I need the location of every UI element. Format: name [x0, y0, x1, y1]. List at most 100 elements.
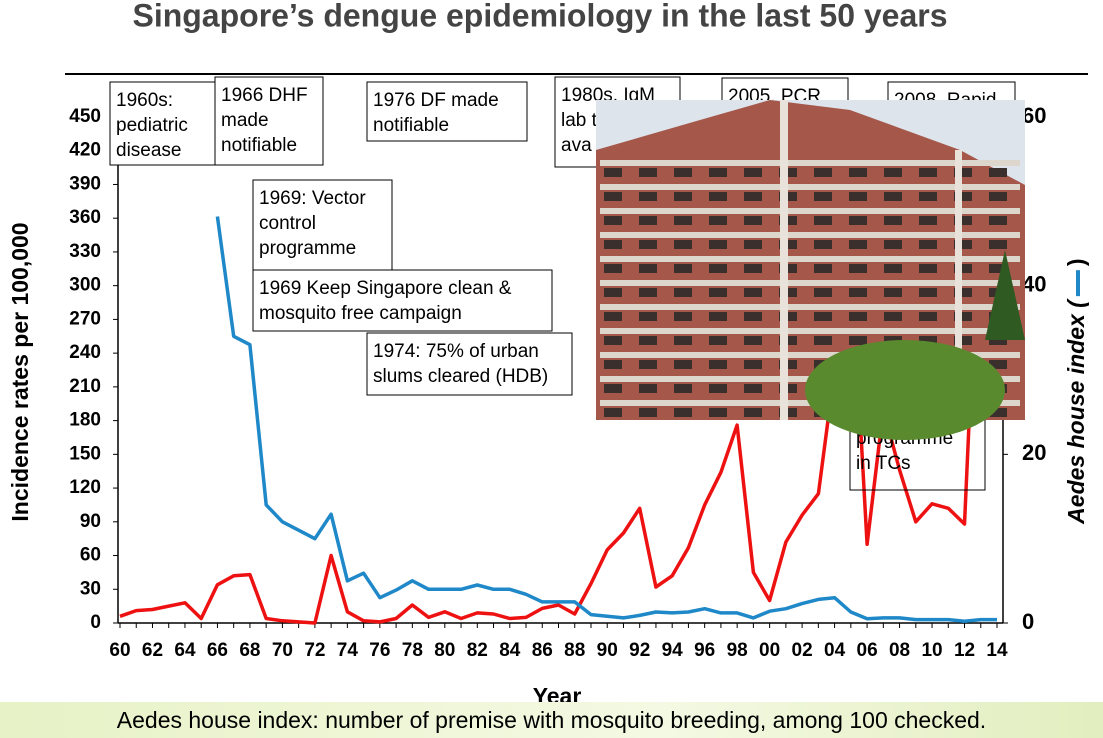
y2-tick-label: 40 [1022, 271, 1046, 296]
x-tick-label: 98 [727, 640, 748, 661]
photo-window [674, 408, 692, 417]
photo-window-row [600, 352, 1020, 358]
slide-title: Singapore’s dengue epidemiology in the l… [132, 0, 947, 33]
photo-window [639, 264, 657, 273]
photo-window [989, 216, 1007, 225]
photo-window [639, 312, 657, 321]
annotation-text: mosquito free campaign [259, 303, 462, 324]
footnote-bar: Aedes house index: number of premise wit… [0, 702, 1103, 738]
photo-window [989, 168, 1007, 177]
photo-window [814, 312, 832, 321]
y-tick-label: 0 [90, 612, 101, 633]
photo-window [639, 336, 657, 345]
y2-tick-label: 20 [1022, 440, 1046, 465]
x-tick-label: 68 [239, 640, 260, 661]
y-tick-label: 90 [80, 511, 101, 532]
annotation-text: 1966 DHF [221, 85, 308, 106]
photo-window [814, 168, 832, 177]
photo-window [954, 288, 972, 297]
photo-window [989, 408, 1007, 417]
x-tick-label: 04 [824, 640, 846, 661]
photo-window [744, 216, 762, 225]
x-tick-label: 90 [597, 640, 618, 661]
photo-window-row [600, 208, 1020, 214]
photo-window [744, 360, 762, 369]
photo-window [814, 336, 832, 345]
photo-window-row [600, 232, 1020, 238]
photo-window [954, 192, 972, 201]
annotation-text: programme [259, 238, 356, 259]
photo-window [989, 264, 1007, 273]
photo-window [989, 192, 1007, 201]
photo-window [849, 312, 867, 321]
photo-window [919, 312, 937, 321]
annotation-text: 1960s: [116, 90, 173, 111]
x-axis-title: Year [533, 683, 582, 702]
photo-window [884, 264, 902, 273]
annotation-box [366, 81, 528, 142]
x-tick-label: 10 [921, 640, 942, 661]
photo-window [709, 336, 727, 345]
x-tick-label: 84 [499, 640, 521, 661]
x-tick-label: 60 [109, 640, 130, 661]
photo-window [674, 360, 692, 369]
annotation-text: made [221, 110, 269, 131]
y-tick-label: 210 [69, 376, 101, 397]
photo-window [604, 312, 622, 321]
photo-window [954, 312, 972, 321]
photo-window [674, 264, 692, 273]
photo-window [954, 240, 972, 249]
annotation-text: 1969 Keep Singapore clean & [259, 278, 512, 299]
x-tick-label: 64 [174, 640, 196, 661]
y-tick-label: 360 [69, 207, 101, 228]
photo [596, 100, 1025, 440]
x-tick-label: 96 [694, 640, 715, 661]
annotation-text: in TCs [856, 453, 911, 474]
annotation-box [252, 179, 393, 271]
y-tick-label: 180 [69, 410, 101, 431]
photo-window [884, 312, 902, 321]
photo-window [919, 168, 937, 177]
x-tick-label: 72 [304, 640, 325, 661]
x-tick-label: 76 [369, 640, 390, 661]
photo-window [954, 336, 972, 345]
x-tick-label: 92 [629, 640, 650, 661]
photo-column [955, 150, 962, 420]
photo-window [884, 192, 902, 201]
photo-window [989, 240, 1007, 249]
photo-window [884, 216, 902, 225]
chart: Singapore’s dengue epidemiology in the l… [7, 0, 1089, 702]
photo-window [709, 240, 727, 249]
photo-window [884, 168, 902, 177]
y-tick-label: 270 [69, 308, 101, 329]
y2-tick-label: 60 [1022, 103, 1046, 128]
photo-window [814, 216, 832, 225]
photo-window [744, 312, 762, 321]
photo-window [639, 360, 657, 369]
photo-window [814, 288, 832, 297]
photo-window [849, 264, 867, 273]
x-tick-label: 08 [889, 640, 910, 661]
photo-window-row [600, 160, 1020, 166]
photo-window [919, 336, 937, 345]
photo-window [989, 360, 1007, 369]
y-tick-label: 150 [69, 443, 101, 464]
x-tick-label: 80 [434, 640, 455, 661]
x-tick-label: 02 [792, 640, 813, 661]
photo-window [849, 240, 867, 249]
photo-window [639, 216, 657, 225]
annotation-text: slums cleared (HDB) [373, 366, 548, 387]
x-tick-label: 82 [467, 640, 488, 661]
y-tick-label: 420 [69, 140, 101, 161]
annotation-text: 1974: 75% of urban [373, 341, 539, 362]
photo-window [604, 264, 622, 273]
photo-window [919, 216, 937, 225]
x-tick-label: 78 [402, 640, 423, 661]
photo-window [604, 360, 622, 369]
photo-window [709, 360, 727, 369]
annotation-text: pediatric [116, 115, 188, 136]
photo-window [954, 216, 972, 225]
photo-window [814, 192, 832, 201]
annotation-text: disease [116, 140, 182, 161]
